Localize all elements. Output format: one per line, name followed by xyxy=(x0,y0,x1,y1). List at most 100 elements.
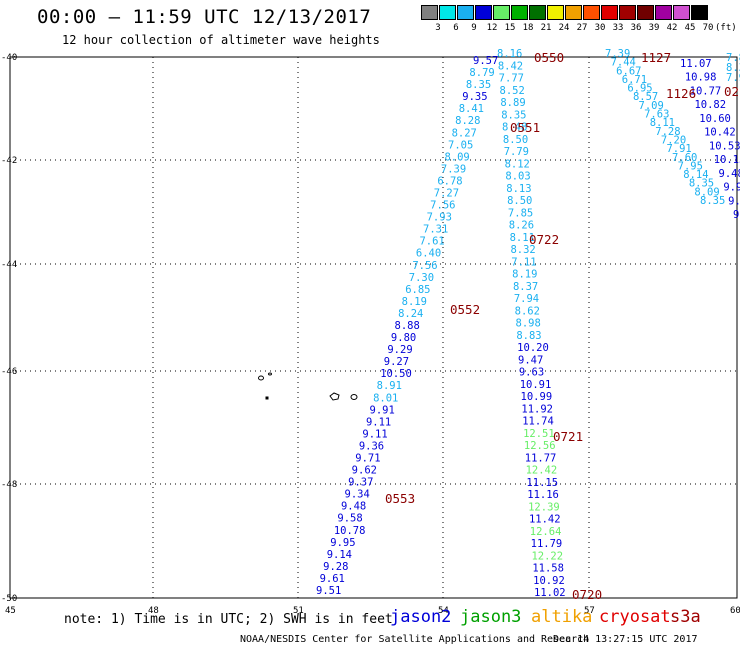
color-swatch-label: 33 xyxy=(612,23,624,33)
wave-height-value: 7.94 xyxy=(514,293,539,305)
wave-height-value: 9.58 xyxy=(337,513,362,525)
wave-height-value: 8.3 xyxy=(726,62,740,74)
wave-height-value: 8.89 xyxy=(500,97,525,109)
color-swatch-label: 24 xyxy=(558,23,570,33)
wave-height-value: 9.27 xyxy=(384,356,409,368)
wave-height-value: 10.15 xyxy=(714,154,740,166)
color-swatch-label: 21 xyxy=(540,23,552,33)
color-swatch-label: 45 xyxy=(684,23,696,33)
wave-height-value: 6.85 xyxy=(405,284,430,296)
generated-timestamp: Dec 14 13:27:15 UTC 2017 xyxy=(553,634,698,645)
wave-height-value: 8.27 xyxy=(452,127,477,139)
wave-height-value: 8.14 xyxy=(683,169,708,181)
wave-height-value: 10.53 xyxy=(709,140,740,152)
wave-height-value: 11.79 xyxy=(531,538,563,550)
wave-height-value: 8.37 xyxy=(513,281,538,293)
wave-height-value: 8.11 xyxy=(510,232,535,244)
wave-height-value: 7.56 xyxy=(412,260,437,272)
wave-height-value: 7.79 xyxy=(504,146,529,158)
lat-tick-label: -46 xyxy=(1,367,17,377)
map-title: 00:00 — 11:59 UTC 12/13/2017 xyxy=(37,6,372,28)
wave-height-value: 12.42 xyxy=(526,465,558,477)
wave-height-value: 8.48 xyxy=(502,122,527,134)
lon-tick-label: 57 xyxy=(584,606,595,616)
color-swatch-label: 39 xyxy=(648,23,660,33)
wave-height-value: 8.03 xyxy=(505,171,530,183)
wave-height-value: 9.29 xyxy=(387,344,412,356)
wave-height-value: 7.39 xyxy=(605,48,630,60)
wave-height-value: 11.07 xyxy=(680,58,712,70)
color-swatch xyxy=(493,5,510,20)
color-swatch xyxy=(601,5,618,20)
wave-height-value: 8.79 xyxy=(469,67,494,79)
wave-height-value: 7.09 xyxy=(639,100,664,112)
wave-height-value: 8.52 xyxy=(500,85,525,97)
wave-height-value: 7.28 xyxy=(655,126,680,138)
wave-height-value: 8.62 xyxy=(515,305,540,317)
wave-height-value: 9.11 xyxy=(366,416,391,428)
lat-tick-label: -50 xyxy=(1,594,17,604)
wave-height-value: 9.11 xyxy=(362,428,387,440)
wave-height-value: 8.32 xyxy=(510,244,535,256)
color-swatch-label: 27 xyxy=(576,23,588,33)
wave-height-value: 9.28 xyxy=(323,561,348,573)
wave-height-value: 9.91 xyxy=(370,404,395,416)
wave-height-value: 8.42 xyxy=(498,60,523,72)
wave-height-value: 8.28 xyxy=(455,115,480,127)
wave-height-value: 6.40 xyxy=(416,248,441,260)
color-swatch xyxy=(565,5,582,20)
map-subtitle: 12 hour collection of altimeter wave hei… xyxy=(62,33,380,47)
pass-times: 0550 1127 1126 0551 0722 0552 0721 0553 0720 02 xyxy=(385,50,739,602)
color-swatch-label: 6 xyxy=(453,23,459,33)
axis-labels: -40 -42 -44 -46 -48 -50 45 48 51 54 57 60 xyxy=(1,53,740,616)
wave-height-value: 8.35 xyxy=(689,178,714,190)
legend-item: cryosat xyxy=(599,607,671,627)
lat-tick-label: -40 xyxy=(1,53,17,63)
wave-height-value: 9.34 xyxy=(345,489,370,501)
wave-height-value: 9. xyxy=(733,209,740,221)
map-frame xyxy=(9,56,738,599)
pass-time-label: 0721 xyxy=(553,429,583,444)
island xyxy=(258,375,264,381)
wave-height-value: 8.50 xyxy=(507,195,532,207)
pass-time-label: 0553 xyxy=(385,491,415,506)
wave-height-value: 9.36 xyxy=(359,440,384,452)
color-swatch-label: 12 xyxy=(486,23,498,33)
legend-item: s3a xyxy=(670,607,701,627)
wave-height-value: 7.05 xyxy=(448,139,473,151)
wave-height-value: 9.63 xyxy=(519,367,544,379)
wave-height-value: 10.98 xyxy=(685,72,717,84)
island xyxy=(265,396,269,400)
wave-height-value: 9.37 xyxy=(348,477,373,489)
wave-height-value: 9.80 xyxy=(391,332,416,344)
legend-item: jason3 xyxy=(460,607,522,627)
wave-height-value: 9.48 xyxy=(341,501,366,513)
color-swatch-label: 42 xyxy=(666,23,678,33)
wave-height-value: 8.26 xyxy=(509,220,534,232)
wave-height-value: 10.20 xyxy=(517,342,549,354)
wave-height-value: 9.48 xyxy=(719,168,740,180)
island xyxy=(350,394,358,400)
wave-height-value: 8.98 xyxy=(516,318,541,330)
wave-height-value: 8.12 xyxy=(505,158,530,170)
wave-height-value: 10.78 xyxy=(334,525,366,537)
island xyxy=(268,372,272,376)
wave-height-value: 10.77 xyxy=(690,85,722,97)
wave-height-value: 7.20 xyxy=(661,134,686,146)
color-swatch xyxy=(547,5,564,20)
wave-height-value: 12.51 xyxy=(523,428,555,440)
wave-height-value: 9.57 xyxy=(473,55,498,67)
wave-height-value: 8.19 xyxy=(512,269,537,281)
wave-height-value: 7.11 xyxy=(511,256,536,268)
wave-height-value: 10.92 xyxy=(533,575,565,587)
color-swatch-label: 18 xyxy=(522,23,534,33)
wave-height-value: 6.78 xyxy=(437,175,462,187)
color-swatch xyxy=(655,5,672,20)
wave-height-value: 7.93 xyxy=(427,212,452,224)
wave-height-value: 8.13 xyxy=(506,183,531,195)
wave-height-value: 8.01 xyxy=(373,392,398,404)
color-swatch xyxy=(529,5,546,20)
lon-tick-label: 51 xyxy=(293,606,304,616)
wave-height-value: 11.16 xyxy=(527,489,559,501)
color-swatch xyxy=(439,5,456,20)
